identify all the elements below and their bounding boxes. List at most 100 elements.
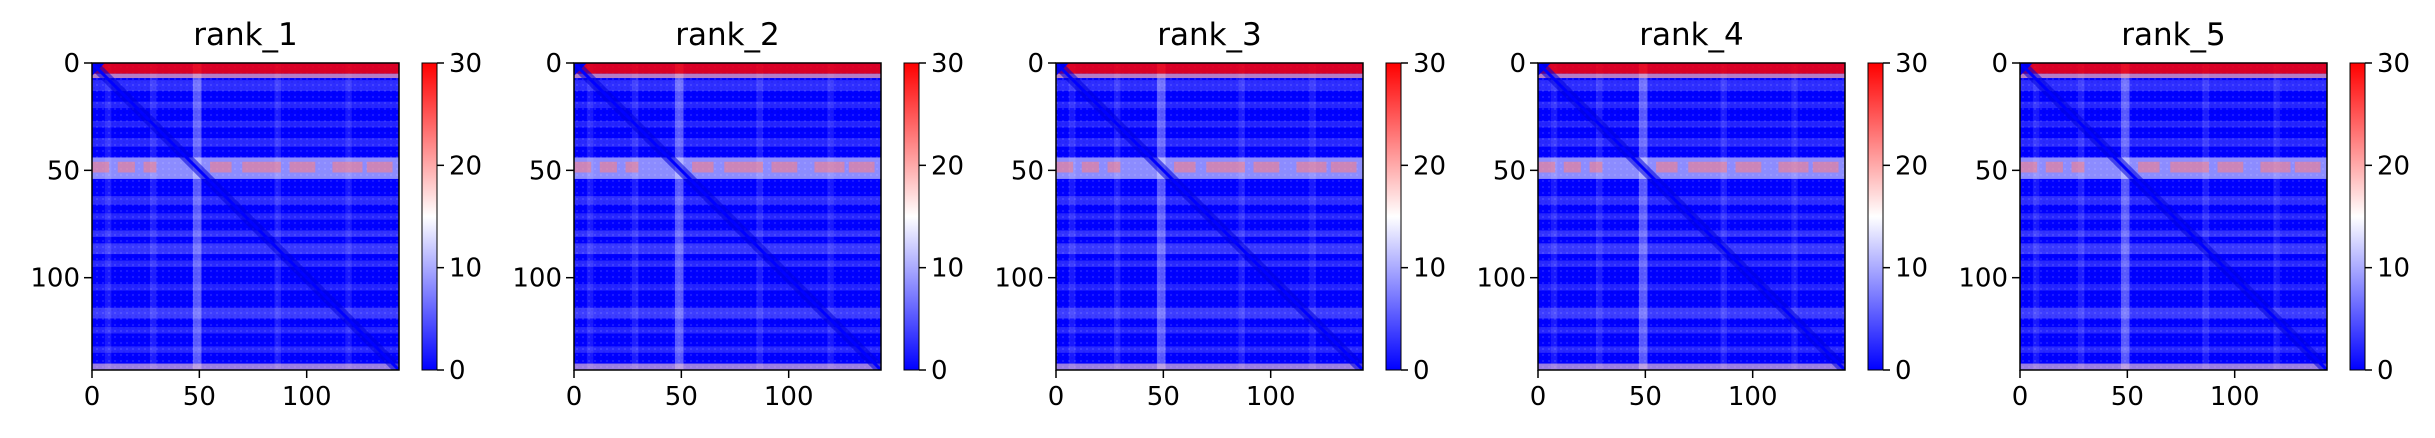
colorbar-tick-label: 20 (1895, 151, 1928, 181)
heatmap-hot-spot (1174, 161, 1196, 173)
colorbar-tick-label: 30 (449, 49, 482, 79)
colorbar-gradient (2349, 62, 2366, 371)
heatmap-hot-spot (771, 161, 798, 173)
heatmap-image (1538, 63, 1845, 370)
y-tick-label: 0 (545, 49, 562, 79)
heatmap-hot-spot (1538, 161, 1556, 173)
heatmap-hot-spot (1206, 161, 1245, 173)
panel-title: rank_5 (2121, 17, 2226, 53)
heatmap-hot-spot (1688, 161, 1727, 173)
heatmap-diagonal-core (574, 63, 881, 370)
heatmap-bottom-edge (92, 363, 399, 370)
heatmap-hot-spot (692, 161, 714, 173)
y-tick-label: 0 (1027, 49, 1044, 79)
heatmap-hot-spot (117, 161, 135, 173)
colorbar: 0 10 20 30 (421, 49, 482, 386)
heatmap-diagonal-core (2020, 63, 2327, 370)
x-tick-label: 100 (1246, 382, 1296, 412)
heatmap-hot-spot (1735, 161, 1762, 173)
y-tick-label: 50 (1493, 156, 1526, 186)
heatmap-image (574, 63, 881, 370)
x-tick-label: 100 (764, 382, 814, 412)
panel-title: rank_2 (675, 17, 780, 53)
heatmap-hot-spot (1296, 161, 1327, 173)
heatmap-hot-spot (848, 161, 875, 173)
heatmap-bottom-edge (2020, 363, 2327, 370)
heatmap-hot-spot (2045, 161, 2063, 173)
heatmap-hot-spot (2294, 161, 2321, 173)
heatmap-hot-spot (2020, 161, 2038, 173)
panel-title: rank_1 (193, 17, 298, 53)
colorbar-tick-label: 0 (931, 356, 948, 386)
y-tick-label: 100 (1958, 264, 2008, 294)
colorbar-gradient (903, 62, 920, 371)
heatmap-hot-spot (1330, 161, 1357, 173)
heatmap-diagonal-core (1538, 63, 1845, 370)
y-tick-label: 100 (1476, 264, 1526, 294)
colorbar-tick-label: 30 (2377, 49, 2410, 79)
x-tick-label: 100 (2210, 382, 2260, 412)
y-tick-label: 100 (30, 264, 80, 294)
heatmap-hot-spot (366, 161, 393, 173)
x-tick-label: 50 (183, 382, 216, 412)
y-tick-label: 0 (1509, 49, 1526, 79)
colorbar-gradient (1385, 62, 1402, 371)
heatmap-hot-spot (1081, 161, 1099, 173)
colorbar-tick-label: 10 (931, 254, 964, 284)
axes-frame (573, 62, 882, 371)
axes-frame (2019, 62, 2328, 371)
x-tick-label: 50 (1629, 382, 1662, 412)
colorbar-tick-label: 20 (931, 151, 964, 181)
heatmap-top-fringe (2020, 73, 2327, 79)
panel-title: rank_3 (1157, 17, 1262, 53)
heatmap-hot-spot (1563, 161, 1581, 173)
colorbar: 0 10 20 30 (1867, 49, 1928, 386)
heatmap-diagonal-core (1056, 63, 1363, 370)
colorbar-gradient (421, 62, 438, 371)
colorbar: 0 10 20 30 (2349, 49, 2410, 386)
colorbar: 0 10 20 30 (1385, 49, 1446, 386)
heatmap-top-fringe (92, 73, 399, 79)
colorbar-tick-label: 20 (2377, 151, 2410, 181)
heatmap-top-edge (1538, 63, 1845, 74)
heatmap-hot-spot (92, 161, 110, 173)
colorbar: 0 10 20 30 (903, 49, 964, 386)
y-tick-label: 0 (1991, 49, 2008, 79)
colorbar-tick-label: 30 (931, 49, 964, 79)
colorbar-tick-label: 0 (2377, 356, 2394, 386)
colorbar-tick-label: 0 (1413, 356, 1430, 386)
colorbar-gradient (1867, 62, 1884, 371)
heatmap-bottom-edge (1056, 363, 1363, 370)
heatmap-hot-spot (143, 161, 157, 173)
y-tick-label: 0 (63, 49, 80, 79)
y-tick-label: 100 (994, 264, 1044, 294)
panel-title: rank_4 (1639, 17, 1744, 53)
heatmap-hot-spot (2260, 161, 2291, 173)
colorbar-tick-label: 20 (449, 151, 482, 181)
colorbar-tick-label: 0 (1895, 356, 1912, 386)
heatmap-hot-spot (2071, 161, 2085, 173)
heatmap-hot-spot (289, 161, 316, 173)
heatmap-hot-spot (2170, 161, 2209, 173)
colorbar-tick-label: 10 (449, 254, 482, 284)
heatmap-hot-spot (1253, 161, 1280, 173)
colorbar-tick-label: 10 (1895, 254, 1928, 284)
heatmap-hot-spot (332, 161, 363, 173)
y-tick-label: 50 (529, 156, 562, 186)
heatmap-hot-spot (242, 161, 281, 173)
y-tick-label: 50 (1011, 156, 1044, 186)
colorbar-tick-label: 10 (2377, 254, 2410, 284)
heatmap-panel-3: rank_3 0 50 100 0 50 100 0 10 20 30 (994, 17, 1446, 412)
heatmap-panel-5: rank_5 0 50 100 0 50 100 0 10 20 30 (1958, 17, 2410, 412)
axes-frame (91, 62, 400, 371)
heatmap-panel-1: rank_1 0 50 100 0 50 100 0 10 20 30 (30, 17, 482, 412)
heatmap-hot-spot (2138, 161, 2160, 173)
x-tick-label: 0 (84, 382, 101, 412)
heatmap-top-edge (1056, 63, 1363, 74)
x-tick-label: 50 (1147, 382, 1180, 412)
heatmap-diagonal-core (92, 63, 399, 370)
x-tick-label: 100 (282, 382, 332, 412)
heatmap-image (92, 63, 399, 370)
heatmap-top-edge (2020, 63, 2327, 74)
